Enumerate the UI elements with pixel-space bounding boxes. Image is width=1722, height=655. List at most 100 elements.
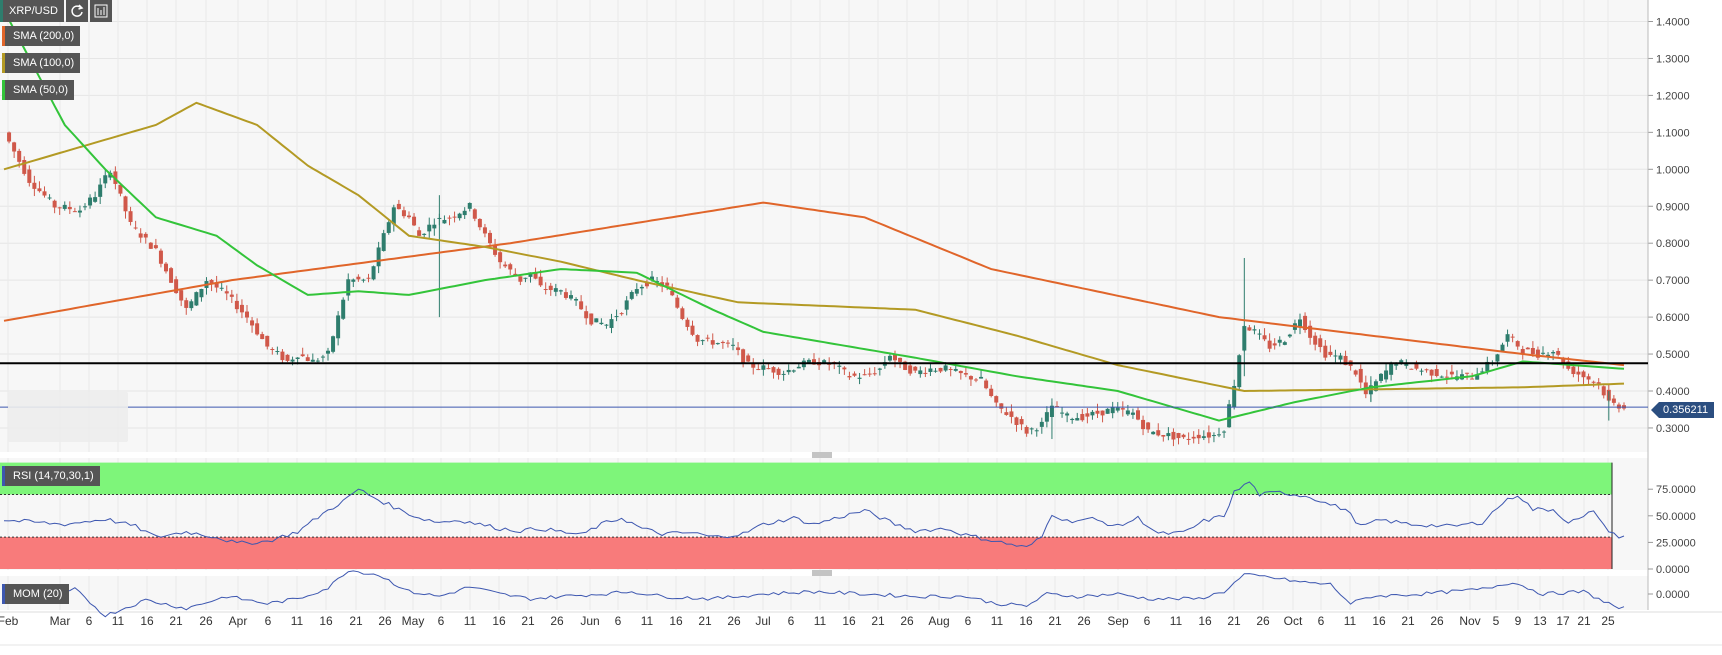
candle	[1257, 329, 1262, 340]
pane-resize-handle[interactable]	[812, 452, 832, 458]
candle	[1146, 421, 1151, 433]
candle	[862, 369, 867, 376]
x-tick-label: May	[402, 614, 425, 628]
candle-body	[229, 294, 234, 297]
mom-y-tick-label: 0.0000	[1656, 589, 1690, 601]
candle	[57, 206, 62, 215]
candle-body	[1561, 357, 1566, 365]
candle-body	[1510, 336, 1515, 338]
y-tick-label: 0.8000	[1656, 238, 1690, 250]
candle-body	[320, 356, 325, 358]
candle-body	[371, 266, 376, 280]
candle	[366, 273, 371, 283]
candle-body	[265, 335, 270, 347]
candle-body	[670, 290, 675, 296]
candle	[1328, 345, 1333, 357]
x-tick-label: 26	[550, 614, 564, 628]
x-tick-label: 11	[1344, 614, 1357, 628]
candle	[1080, 409, 1085, 422]
candle	[245, 305, 249, 323]
candle-body	[700, 340, 705, 342]
candle	[1303, 312, 1308, 333]
candle	[569, 290, 573, 301]
candle	[690, 320, 695, 337]
candle	[422, 233, 427, 238]
x-tick-label: 16	[669, 614, 683, 628]
candle	[164, 261, 168, 274]
candle-body	[963, 373, 968, 375]
candle-body	[1227, 404, 1232, 428]
pane-resize-handle[interactable]	[812, 570, 832, 576]
candle-body	[958, 370, 963, 374]
candle	[558, 289, 563, 295]
y-tick-label: 0.6000	[1656, 312, 1690, 324]
rsi-label[interactable]: RSI (14,70,30,1)	[2, 466, 100, 486]
candle	[1520, 345, 1525, 360]
candle-body	[1500, 344, 1505, 352]
candle	[1232, 379, 1237, 410]
candle-body	[153, 245, 158, 249]
candle-body	[326, 350, 330, 354]
candle	[138, 228, 143, 243]
candle-body	[184, 300, 189, 308]
candle-body	[989, 388, 994, 397]
candle-body	[467, 202, 472, 209]
y-tick-label: 1.1000	[1656, 127, 1690, 139]
mom-label[interactable]: MOM (20)	[2, 584, 69, 604]
candle-body	[234, 300, 239, 310]
candle	[1267, 333, 1272, 353]
candle-body	[214, 282, 219, 288]
candle-body	[83, 206, 87, 208]
candle	[148, 242, 153, 249]
legend-item-sma[interactable]: SMA (200,0)	[2, 26, 81, 46]
candle-body	[680, 308, 685, 319]
legend-item-sma[interactable]: SMA (50,0)	[2, 80, 75, 100]
candle	[229, 289, 234, 303]
x-tick-label: 6	[788, 614, 795, 628]
legend-item-sma[interactable]: SMA (100,0)	[2, 53, 81, 73]
candle-body	[751, 363, 756, 368]
candle-body	[1252, 329, 1257, 331]
candle	[847, 371, 852, 380]
candle-body	[457, 213, 462, 219]
candle	[1419, 368, 1424, 376]
candle-body	[619, 313, 624, 315]
candle-body	[569, 295, 573, 299]
candle	[923, 367, 928, 378]
chart-type-button[interactable]	[89, 0, 112, 22]
rsi-y-tick-label: 50.0000	[1656, 511, 1696, 523]
candle	[407, 211, 411, 219]
candle-body	[776, 368, 781, 375]
candle-body	[1136, 410, 1140, 420]
candle-body	[1141, 419, 1146, 430]
candle-body	[1505, 334, 1510, 342]
candle-body	[219, 287, 224, 289]
candle-body	[705, 337, 710, 339]
x-tick-label: 11	[814, 614, 827, 628]
candle-body	[1095, 410, 1100, 414]
candle-body	[158, 250, 163, 264]
candle-body	[1166, 433, 1171, 437]
candle-body	[1217, 434, 1221, 436]
mom-pane-background	[0, 576, 1648, 610]
candle	[842, 366, 847, 375]
candle-body	[887, 355, 892, 361]
candle	[336, 311, 341, 346]
candle-body	[1591, 381, 1596, 383]
candle	[1181, 433, 1186, 439]
candle-body	[837, 365, 842, 367]
refresh-button[interactable]	[65, 0, 88, 22]
mom-line	[3, 570, 1625, 618]
symbol-label[interactable]: XRP/USD	[0, 0, 64, 22]
candle	[1313, 332, 1318, 351]
candle-body	[143, 233, 148, 238]
candle-body	[1495, 354, 1500, 362]
candle-body	[1379, 373, 1383, 381]
candle	[695, 334, 700, 347]
candle-body	[918, 370, 923, 375]
candle	[1055, 401, 1059, 408]
candle	[736, 342, 741, 356]
candle	[776, 367, 781, 380]
candle	[118, 184, 123, 197]
candle-body	[336, 315, 341, 339]
